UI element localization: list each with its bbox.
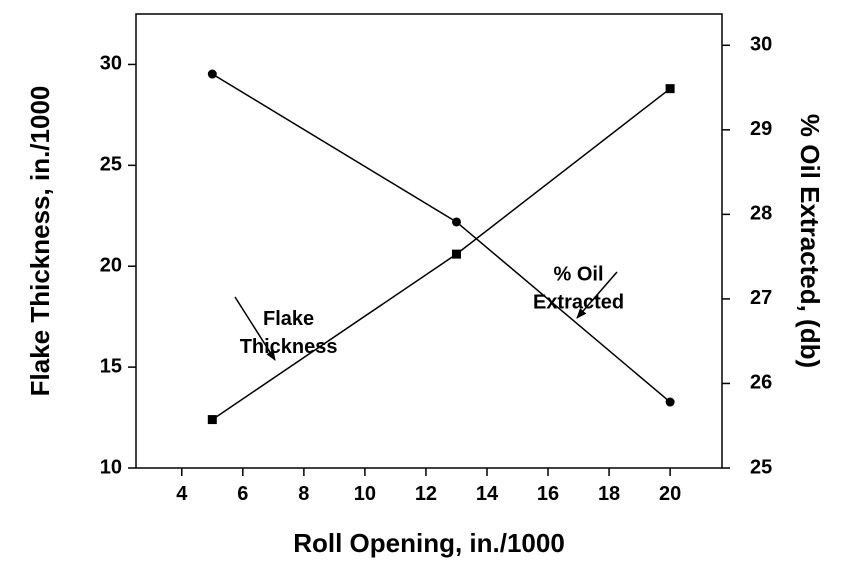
y2-tick-label: 29 <box>750 118 772 140</box>
x-tick-label: 10 <box>354 483 376 505</box>
x-tick-label: 12 <box>415 483 437 505</box>
y2-tick-label: 28 <box>750 203 772 225</box>
point <box>665 84 675 94</box>
annotation: Thickness <box>240 336 338 358</box>
x-axis-label: Roll Opening, in./1000 <box>293 528 565 558</box>
annotation-arrow <box>576 271 618 319</box>
y2-tick-label: 26 <box>750 372 772 394</box>
x-tick-label: 6 <box>237 483 248 505</box>
y-axis-label: Flake Thickness, in./1000 <box>25 86 55 397</box>
x-tick-label: 16 <box>537 483 559 505</box>
y2-tick-label: 30 <box>750 34 772 56</box>
plot-frame <box>135 13 723 469</box>
x-tick-label: 20 <box>659 483 681 505</box>
point <box>451 217 461 227</box>
x-tick-label: 4 <box>176 483 188 505</box>
y-tick-label: 25 <box>100 154 122 176</box>
y2-tick-label: 27 <box>750 287 772 309</box>
point <box>665 397 675 407</box>
y-tick-label: 20 <box>100 255 122 277</box>
annotation-arrow <box>234 296 276 361</box>
y-tick-label: 10 <box>100 456 122 478</box>
point <box>207 69 217 79</box>
annotation: Extracted <box>533 292 624 314</box>
y-tick-label: 30 <box>100 53 122 75</box>
annotation: % Oil <box>554 264 604 286</box>
y2-axis-label: % Oil Extracted, (db) <box>795 114 825 368</box>
x-tick-label: 8 <box>298 483 309 505</box>
y-tick-label: 15 <box>100 355 122 377</box>
x-tick-label: 18 <box>598 483 620 505</box>
x-tick-label: 14 <box>476 483 499 505</box>
series-line <box>211 88 671 421</box>
point <box>451 249 461 259</box>
y2-tick-label: 25 <box>750 456 772 478</box>
annotation: Flake <box>263 308 314 330</box>
point <box>207 415 217 425</box>
